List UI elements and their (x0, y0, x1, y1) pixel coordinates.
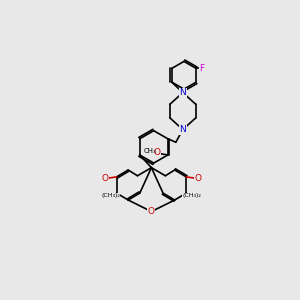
Text: F: F (199, 64, 204, 73)
Text: O: O (101, 174, 108, 183)
Text: N: N (179, 125, 186, 134)
Text: O: O (148, 207, 155, 216)
Text: N: N (179, 88, 186, 97)
Text: (CH₃)₂: (CH₃)₂ (183, 193, 202, 198)
Text: (CH₃)₂: (CH₃)₂ (101, 193, 120, 198)
Text: CH₃: CH₃ (143, 148, 156, 154)
Text: O: O (194, 174, 201, 183)
Text: O: O (154, 148, 161, 157)
